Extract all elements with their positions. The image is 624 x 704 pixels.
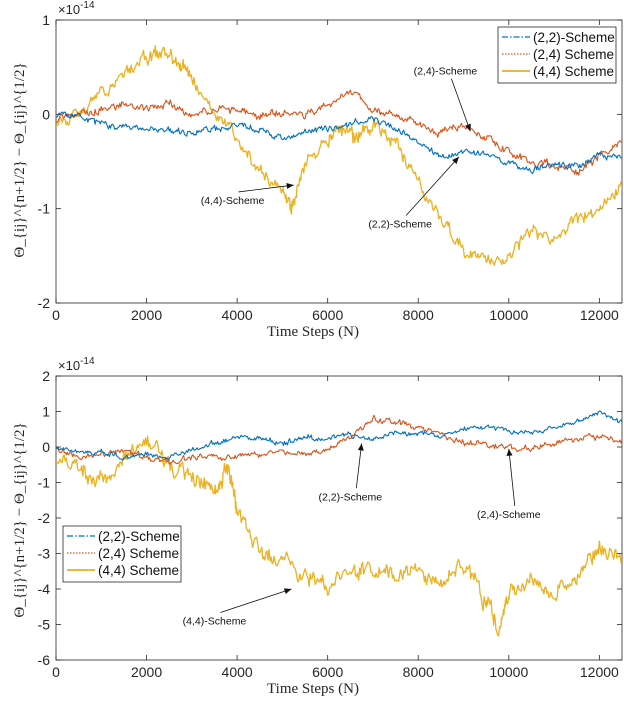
annotation-arrowhead xyxy=(452,156,459,164)
annotation-label: (4,4)-Scheme xyxy=(183,616,247,628)
y-tick-label: 0 xyxy=(42,439,50,455)
legend-box xyxy=(62,525,182,583)
series-line-0 xyxy=(56,111,622,175)
y-axis-label: Θ_{ij}^{n+1/2} − Θ_{ij}^{1/2} xyxy=(12,62,28,257)
y-tick-label: -1 xyxy=(38,201,51,217)
annotation-label: (2,4)-Scheme xyxy=(477,509,541,521)
y-tick-label: 1 xyxy=(42,404,50,420)
axis-exponent-power: -14 xyxy=(80,356,95,367)
annotation-label: (4,4)-Scheme xyxy=(201,195,265,207)
axis-exponent: ×10-14 xyxy=(58,0,95,17)
annotation-arrowhead xyxy=(506,448,513,457)
y-tick-label: 0 xyxy=(42,106,50,122)
y-tick-label: -1 xyxy=(38,475,51,491)
y-tick-label: -5 xyxy=(38,617,51,633)
x-axis-label: Time Steps (N) xyxy=(267,681,359,697)
annotation-arrowhead xyxy=(465,123,471,132)
y-tick-label: 1 xyxy=(42,12,50,28)
legend-label: (2,2)-Scheme xyxy=(533,30,615,45)
annotation-arrow xyxy=(238,184,294,193)
series-line-2 xyxy=(56,45,622,266)
x-tick-label: 0 xyxy=(52,307,60,323)
x-axis-label: Time Steps (N) xyxy=(267,324,359,340)
annotation-arrow xyxy=(220,588,292,613)
axis-exponent-base: ×10 xyxy=(58,358,80,373)
annotation-arrowhead xyxy=(286,182,294,189)
annotation-label: (2,4)-Scheme xyxy=(414,66,478,78)
legend-label: (2,4) Scheme xyxy=(98,546,179,561)
y-axis-label: Θ_{ij}^{n+1/2} − Θ_{ij}^{1/2} xyxy=(12,422,28,617)
annotation-arrow xyxy=(405,156,460,216)
series-group xyxy=(56,410,622,637)
top-chart-panel: 0 2000 4000 6000 8000 10000 12000 -2 -1 0 1 ×10-14 (… xyxy=(12,0,623,340)
y-tick-label: -3 xyxy=(38,546,51,562)
legend-label: (4,4) Scheme xyxy=(533,64,614,79)
x-tick-label: 10000 xyxy=(489,664,528,680)
axis-exponent-base: ×10 xyxy=(58,2,80,17)
series-line-0 xyxy=(56,410,622,461)
bottom-chart-panel: 0 2000 4000 6000 8000 10000 12000 -6 -5 -4 -3 -2 -1 0… xyxy=(12,356,623,697)
annotation-label: (2,2)-Scheme xyxy=(368,219,432,231)
x-tick-label: 6000 xyxy=(312,307,343,323)
plot-area xyxy=(55,375,623,661)
x-tick-label: 2000 xyxy=(131,664,162,680)
series-line-2 xyxy=(56,435,622,637)
x-tick-label: 8000 xyxy=(403,307,434,323)
y-tick-label: -4 xyxy=(38,581,51,597)
legend-label: (2,4) Scheme xyxy=(533,47,614,62)
series-line-1 xyxy=(56,89,622,176)
y-tick-label: 2 xyxy=(42,368,50,384)
axis-exponent: ×10-14 xyxy=(58,356,95,373)
y-tick-label: -2 xyxy=(38,295,51,311)
y-tick-label: -6 xyxy=(38,652,51,668)
annotation-arrowhead xyxy=(357,443,364,451)
annotation-arrow xyxy=(355,443,363,489)
legend-label: (2,2)-Scheme xyxy=(98,529,180,544)
x-tick-label: 12000 xyxy=(580,664,619,680)
series-line-1 xyxy=(56,414,622,465)
y-tick-label: -2 xyxy=(38,510,51,526)
x-tick-label: 10000 xyxy=(489,307,528,323)
x-tick-label: 2000 xyxy=(131,307,162,323)
x-tick-label: 0 xyxy=(52,664,60,680)
annotation-arrow xyxy=(451,78,471,132)
x-tick-label: 4000 xyxy=(222,664,253,680)
x-tick-label: 8000 xyxy=(403,664,434,680)
x-tick-label: 4000 xyxy=(222,307,253,323)
legend: (2,2)-Scheme (2,4) Scheme (4,4) Scheme xyxy=(497,26,617,84)
legend: (2,2)-Scheme (2,4) Scheme (4,4) Scheme xyxy=(62,525,182,583)
annotation-arrow xyxy=(508,448,516,507)
annotation-label: (2,2)-Scheme xyxy=(319,491,383,503)
x-tick-label: 12000 xyxy=(580,307,619,323)
series-group xyxy=(56,45,622,266)
x-tick-label: 6000 xyxy=(312,664,343,680)
legend-box xyxy=(497,26,617,84)
axis-exponent-power: -14 xyxy=(80,0,95,11)
annotation-arrowhead xyxy=(283,588,292,595)
legend-label: (4,4) Scheme xyxy=(98,563,179,578)
